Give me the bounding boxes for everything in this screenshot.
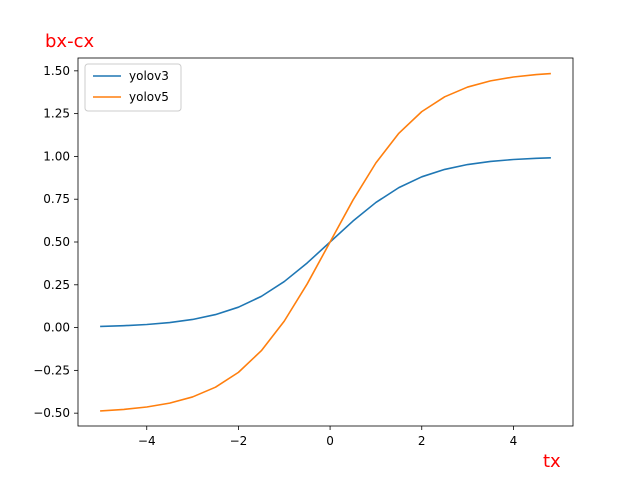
y-tick-label: 0.00 (43, 321, 70, 335)
y-tick-label: −0.50 (33, 406, 70, 420)
x-tick-label: 4 (510, 434, 518, 448)
x-tick-label: 2 (418, 434, 426, 448)
y-tick-label: 1.50 (43, 64, 70, 78)
legend-label-yolov3: yolov3 (129, 69, 169, 83)
axis-ticks: −4 −2 0 2 4 −0.50 −0.25 0.00 0.25 0.50 0.75 1.00 1.2… (33, 64, 517, 448)
y-tick-label: 1.00 (43, 149, 70, 163)
x-tick-label: −4 (138, 434, 156, 448)
x-tick-label: 0 (326, 434, 334, 448)
y-axis-label: bx-cx (45, 31, 94, 52)
x-axis-label: tx (543, 451, 561, 472)
y-tick-label: −0.25 (33, 363, 70, 377)
legend: yolov3 yolov5 (84, 63, 182, 112)
y-tick-label: 0.75 (43, 192, 70, 206)
y-tick-label: 1.25 (43, 107, 70, 121)
y-tick-label: 0.50 (43, 235, 70, 249)
y-tick-label: 0.25 (43, 278, 70, 292)
series-line-yolov5 (100, 72, 551, 412)
legend-label-yolov5: yolov5 (129, 90, 169, 104)
x-tick-label: −2 (230, 434, 248, 448)
